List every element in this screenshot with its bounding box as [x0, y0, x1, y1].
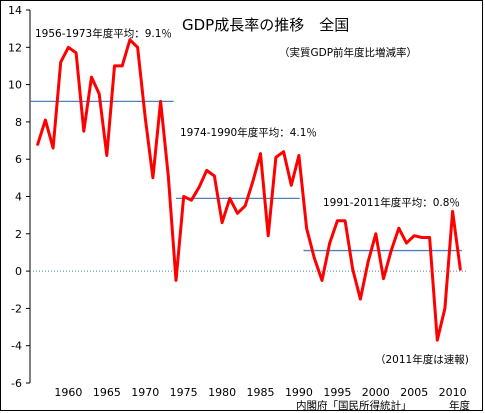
y-tick-label: 4: [15, 191, 22, 204]
x-tick-label: 1985: [247, 386, 275, 399]
footnote: （2011年度は速報): [375, 354, 469, 366]
data-point: [213, 174, 216, 178]
data-point: [51, 146, 55, 150]
data-point: [320, 279, 324, 282]
data-point: [74, 51, 78, 55]
data-point: [443, 307, 447, 310]
data-point: [290, 184, 293, 187]
data-point: [159, 100, 162, 103]
x-tick-label: 1980: [208, 386, 236, 399]
data-point: [374, 232, 377, 235]
chart-title: GDP成長率の推移 全国: [182, 16, 350, 34]
data-point: [251, 180, 255, 183]
y-tick-label: -6: [11, 377, 22, 390]
data-point: [313, 256, 316, 260]
data-point: [274, 156, 278, 159]
data-point: [228, 197, 231, 200]
data-point: [136, 46, 139, 49]
chart-subtitle: （実質GDP前年度比増減率）: [279, 47, 418, 59]
x-tick-label: 2000: [362, 386, 390, 399]
data-point: [59, 61, 62, 64]
average-label-1974-1990: 1974-1990年度平均：4.1％: [180, 127, 317, 139]
data-point: [105, 154, 109, 157]
data-point: [389, 249, 393, 252]
data-point: [182, 195, 185, 198]
data-point: [144, 116, 147, 120]
data-point: [259, 152, 262, 155]
x-tick-label: 1960: [54, 386, 82, 399]
data-point: [236, 212, 239, 215]
data-point: [382, 277, 385, 280]
y-tick-label: 8: [15, 116, 22, 129]
data-point: [451, 210, 454, 213]
x-tick-label: 2010: [439, 386, 467, 399]
data-point: [67, 46, 70, 49]
data-point: [397, 227, 401, 230]
data-point: [459, 268, 462, 271]
data-point: [167, 174, 170, 178]
data-point: [121, 64, 124, 68]
x-tick-label: 1990: [285, 386, 313, 399]
data-point: [351, 268, 354, 271]
y-tick-label: -4: [11, 340, 22, 353]
data-point: [128, 38, 132, 42]
data-point: [113, 64, 116, 68]
y-tick-label: 2: [15, 228, 22, 241]
data-point: [359, 297, 362, 301]
data-point: [151, 176, 155, 180]
data-point: [328, 241, 331, 245]
data-point: [197, 185, 201, 189]
data-point: [305, 227, 308, 230]
x-tick-label: 1965: [93, 386, 121, 399]
data-point: [420, 236, 424, 239]
data-point: [190, 199, 193, 202]
gdp-growth-line: [36, 38, 462, 342]
data-point: [36, 143, 39, 146]
data-point: [267, 234, 270, 237]
x-tick-label: 1975: [170, 386, 198, 399]
data-point: [428, 236, 431, 239]
data-point: [297, 154, 301, 157]
average-label-1956-1973: 1956-1973年度平均：9.1％: [35, 28, 172, 40]
data-point: [405, 241, 408, 245]
y-tick-label: 12: [8, 41, 22, 54]
data-point: [343, 219, 347, 222]
x-tick-label: 2005: [400, 386, 428, 399]
data-point: [97, 92, 101, 96]
data-point: [220, 221, 224, 224]
data-point: [205, 169, 208, 172]
x-tick-label: 1995: [323, 386, 351, 399]
data-point: [82, 130, 85, 133]
y-tick-label: -2: [11, 302, 22, 315]
y-tick-label: 6: [15, 153, 22, 166]
data-point: [44, 118, 47, 122]
data-point: [366, 260, 370, 263]
average-label-1991-2011: 1991-2011年度平均：0.8％: [323, 197, 460, 209]
y-tick-label: 14: [8, 4, 22, 17]
data-point: [436, 338, 439, 342]
data-point: [174, 279, 178, 282]
x-tick-label: 1970: [131, 386, 159, 399]
source-note: 内閣府「国民所得統計」: [296, 400, 412, 412]
x-axis-label: 年度: [449, 400, 470, 412]
data-point: [336, 219, 339, 222]
data-point: [243, 204, 247, 208]
data-point: [90, 75, 93, 79]
y-tick-label: 10: [8, 79, 22, 92]
y-tick-label: 0: [15, 265, 22, 278]
data-point: [413, 234, 416, 237]
data-point: [282, 150, 285, 153]
